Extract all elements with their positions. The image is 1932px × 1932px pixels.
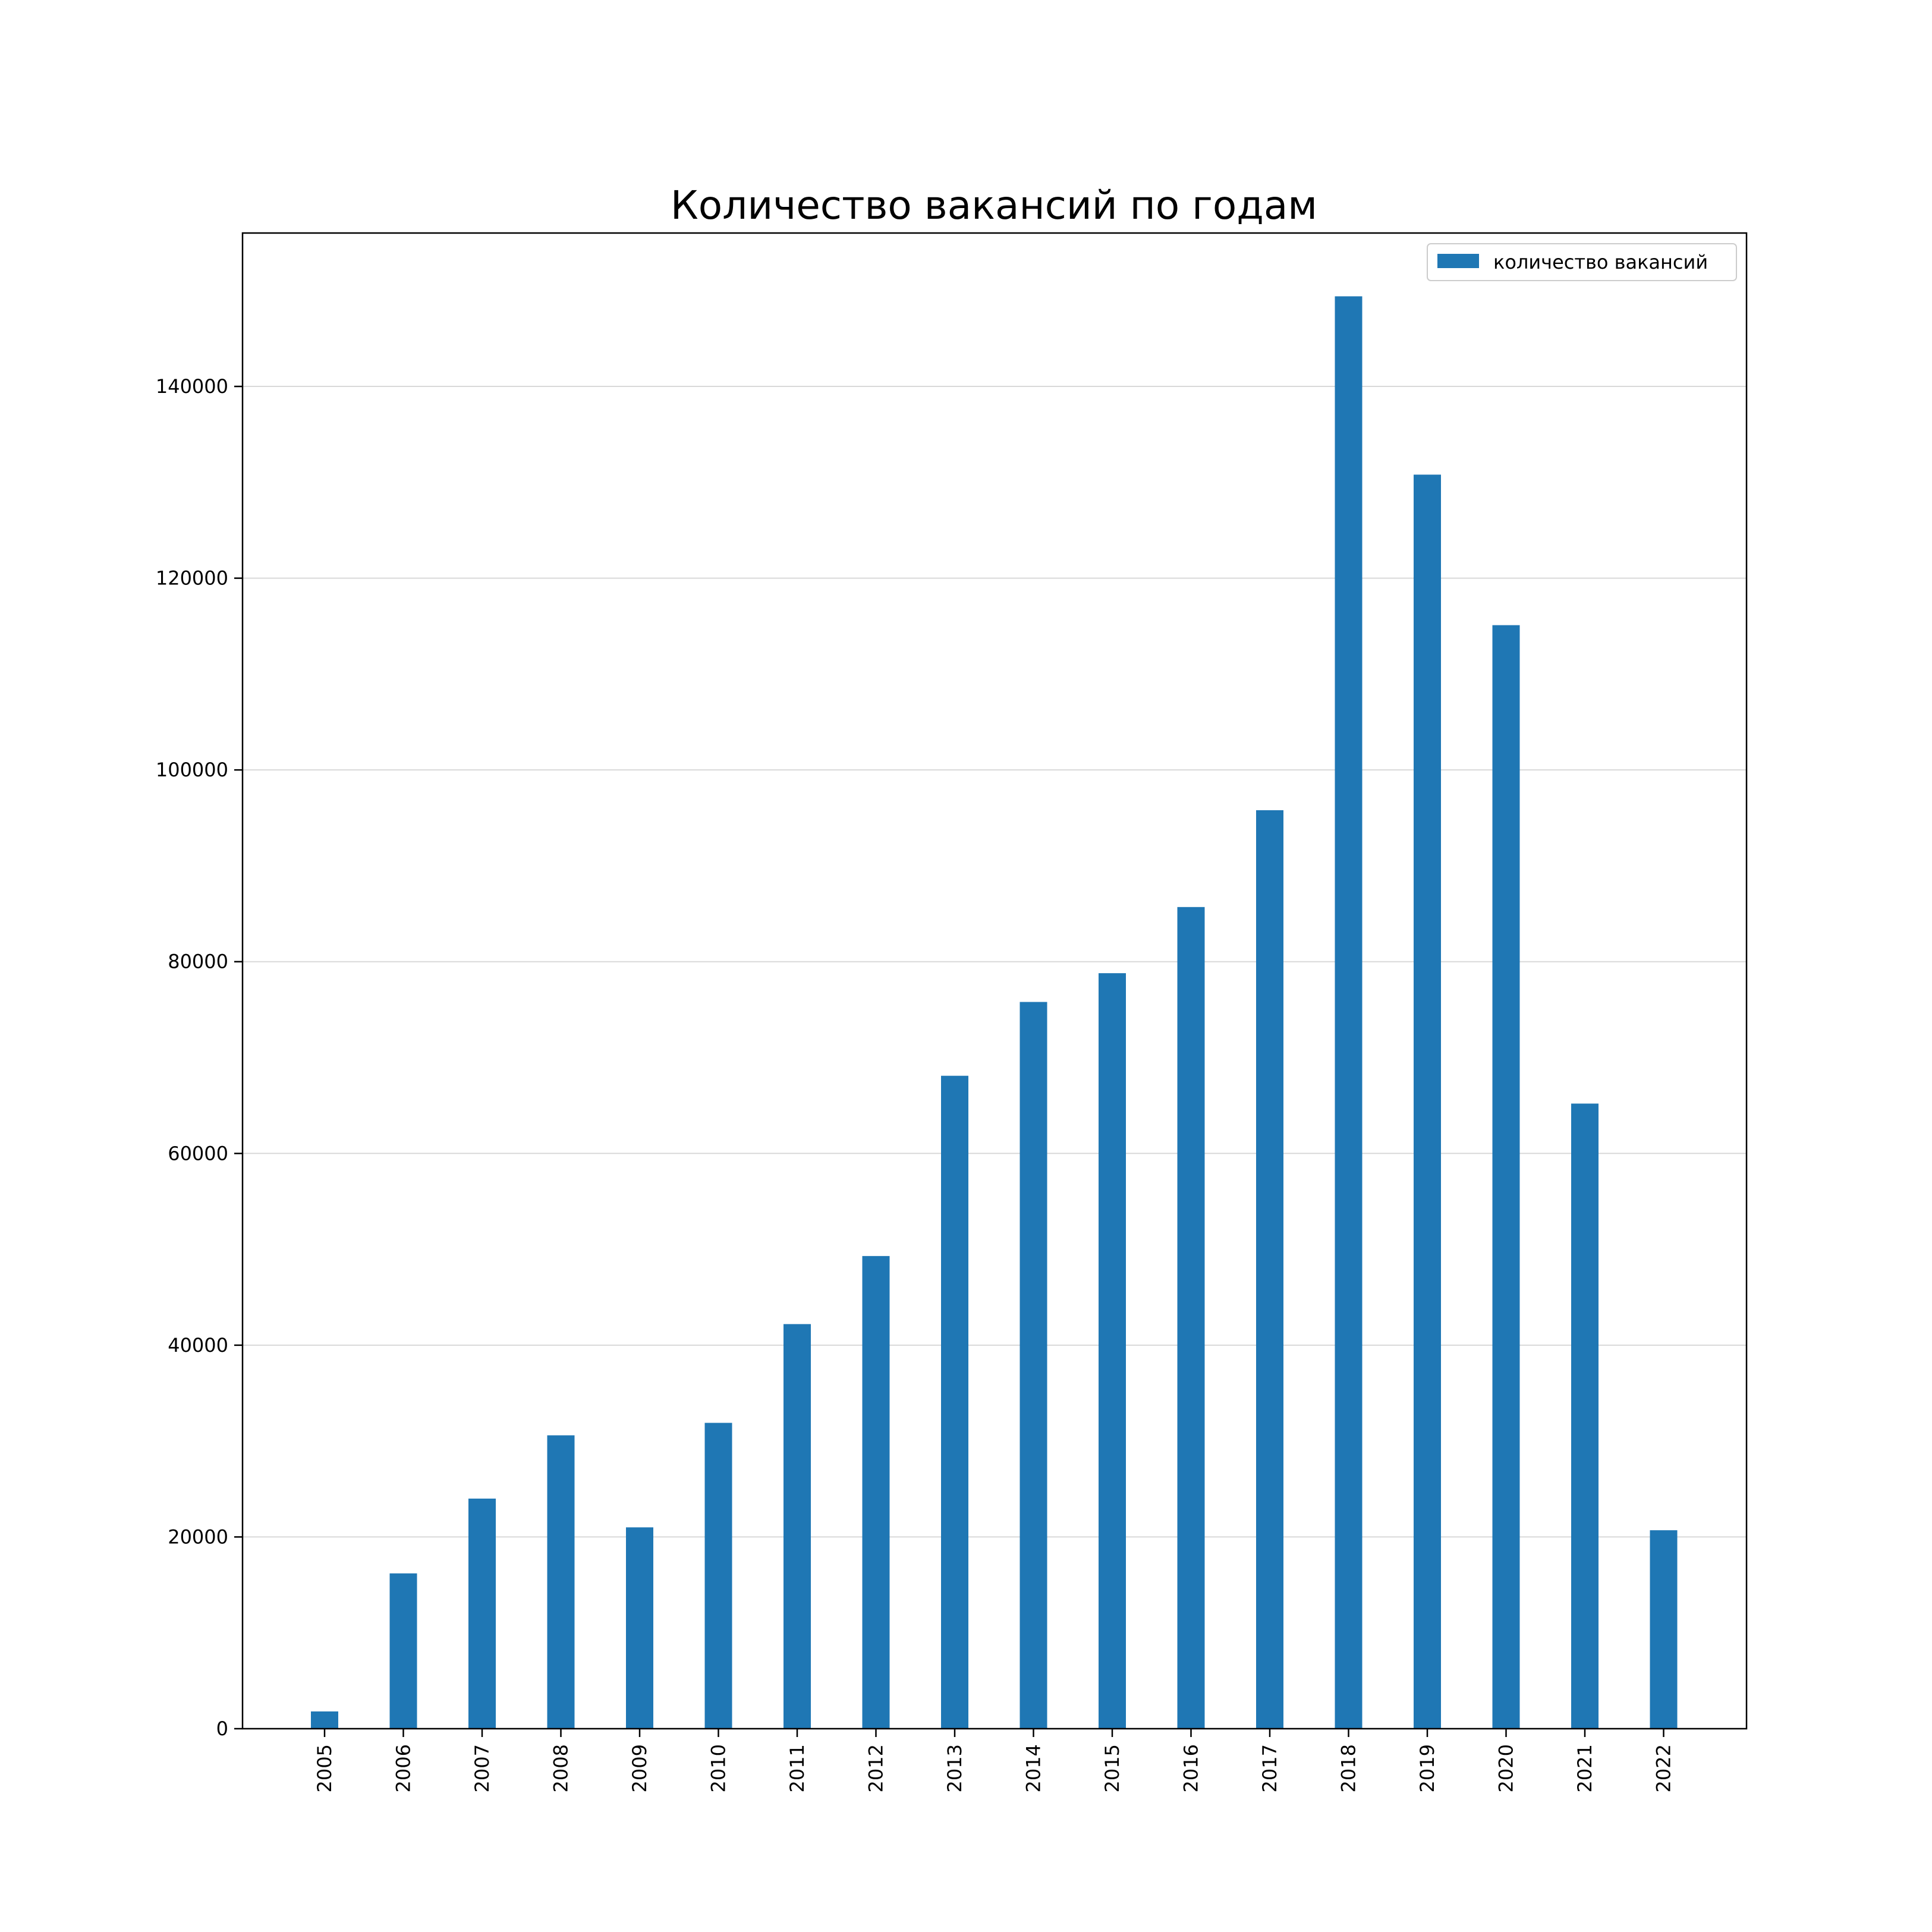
chart-title: Количество вакансий по годам	[671, 182, 1317, 228]
x-tick-label: 2013	[943, 1744, 966, 1792]
x-tick-label: 2006	[392, 1744, 415, 1792]
legend-box	[1427, 243, 1737, 281]
x-tick-label: 2015	[1101, 1744, 1124, 1792]
bar-2020	[1492, 625, 1520, 1729]
legend-swatch	[1437, 254, 1479, 268]
y-tick-label: 140000	[156, 375, 228, 398]
y-tick-label: 0	[216, 1717, 228, 1740]
bar-2016	[1177, 907, 1205, 1729]
y-tick-label: 60000	[168, 1142, 228, 1165]
x-tick-label: 2022	[1653, 1744, 1675, 1792]
y-tick-label: 20000	[168, 1525, 228, 1548]
x-tick-label: 2021	[1574, 1744, 1596, 1792]
bar-2006	[389, 1573, 417, 1729]
bar-2018	[1335, 296, 1363, 1729]
bar-2011	[784, 1324, 811, 1729]
y-tick-label: 80000	[168, 951, 228, 973]
y-axis-ticks: 0 20000 40000 60000 80000 100000 120000 140000	[156, 375, 243, 1740]
x-tick-label: 2014	[1022, 1744, 1045, 1792]
plot-frame	[241, 232, 1748, 1730]
x-axis-ticks: 2005 2006 2007 2008 2009 2010 2011 2012 2013 2014…	[313, 1729, 1675, 1792]
bars	[311, 296, 1678, 1729]
legend-label: количество вакансий	[1493, 251, 1708, 273]
x-tick-label: 2019	[1416, 1744, 1439, 1792]
bar-2022	[1650, 1530, 1678, 1729]
x-tick-label: 2010	[707, 1744, 730, 1792]
x-tick-label: 2011	[786, 1744, 808, 1792]
x-tick-label: 2016	[1180, 1744, 1203, 1792]
legend: количество вакансий	[1427, 243, 1737, 281]
bar-2007	[468, 1498, 496, 1729]
x-tick-label: 2018	[1338, 1744, 1360, 1792]
y-tick-label: 40000	[168, 1334, 228, 1357]
bar-2015	[1099, 973, 1126, 1729]
x-tick-label: 2020	[1495, 1744, 1518, 1792]
bar-2012	[862, 1256, 890, 1729]
bar-2010	[704, 1423, 732, 1729]
x-tick-label: 2005	[313, 1744, 336, 1792]
bar-2019	[1414, 474, 1441, 1729]
bar-2013	[941, 1075, 968, 1729]
x-tick-label: 2017	[1258, 1744, 1281, 1792]
bar-2017	[1256, 810, 1283, 1729]
bar-2005	[311, 1711, 338, 1729]
bar-2009	[626, 1527, 653, 1729]
x-tick-label: 2009	[628, 1744, 651, 1792]
x-tick-label: 2012	[865, 1744, 888, 1792]
bar-2021	[1571, 1103, 1599, 1729]
bar-2008	[547, 1435, 575, 1729]
x-tick-label: 2007	[471, 1744, 493, 1792]
x-tick-label: 2008	[550, 1744, 572, 1792]
y-tick-label: 100000	[156, 759, 228, 781]
bar-2014	[1020, 1002, 1047, 1729]
y-tick-label: 120000	[156, 567, 228, 590]
